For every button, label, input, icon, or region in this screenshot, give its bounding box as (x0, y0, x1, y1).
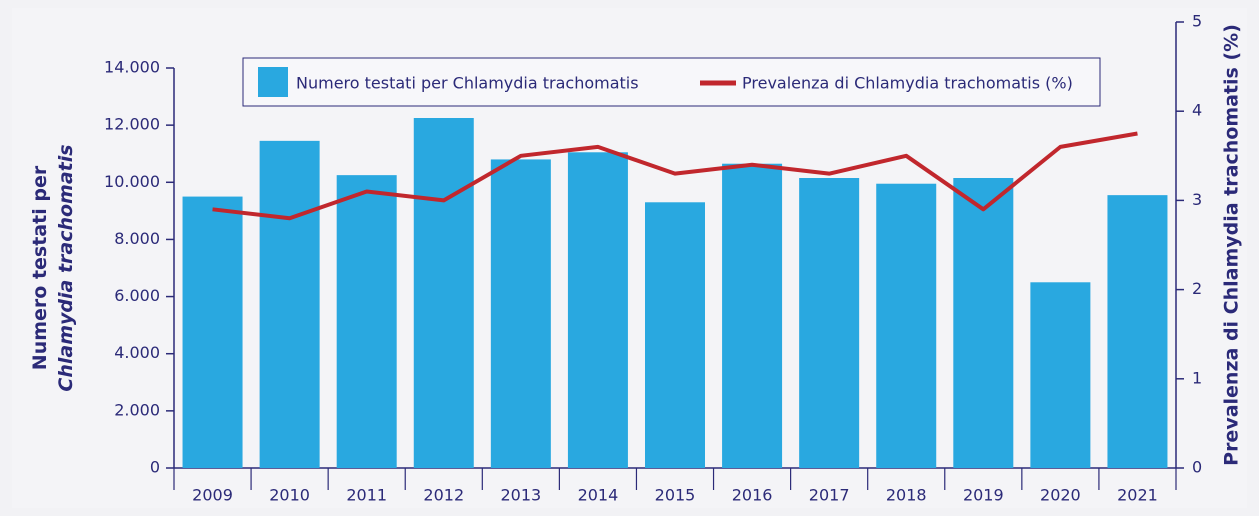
x-tick-label: 2016 (732, 486, 773, 505)
y-tick-label: 4.000 (114, 343, 160, 362)
y2-tick-label: 4 (1192, 101, 1202, 120)
legend: Numero testati per Chlamydia trachomatis… (242, 57, 1101, 107)
legend-label: Numero testati per Chlamydia trachomatis (296, 74, 639, 93)
bar (953, 178, 1014, 468)
x-tick-label: 2010 (269, 486, 310, 505)
x-tick-label: 2018 (886, 486, 927, 505)
y-axis-title-line: Chlamydia trachomatis (55, 144, 77, 391)
x-tick-label: 2019 (963, 486, 1004, 505)
y-axis-title: Numero testati per Chlamydia trachomatis (29, 144, 77, 391)
x-tick-label: 2011 (346, 486, 387, 505)
x-tick-label: 2020 (1040, 486, 1081, 505)
y-axis-title-line: Numero testati per (29, 165, 51, 370)
bar (876, 183, 937, 468)
y-tick-label: 8.000 (114, 229, 160, 248)
legend-swatch (258, 67, 288, 97)
x-tick-label: 2009 (192, 486, 233, 505)
legend-box (242, 57, 1101, 107)
bar (1030, 282, 1091, 468)
bar (336, 175, 397, 468)
legend-label: Prevalenza di Chlamydia trachomatis (%) (742, 74, 1073, 93)
line (212, 131, 1138, 221)
bar (413, 118, 474, 468)
y-tick-label: 12.000 (104, 115, 160, 134)
y-tick-label: 2.000 (114, 400, 160, 419)
bar (567, 152, 628, 469)
x-tick-label: 2013 (500, 486, 541, 505)
y-tick-label: 0 (150, 458, 160, 477)
y2-tick-label: 0 (1192, 458, 1202, 477)
bar (1107, 195, 1168, 468)
y2-tick-label: 3 (1192, 190, 1202, 209)
x-tick-label: 2014 (578, 486, 619, 505)
x-tick-label: 2012 (423, 486, 464, 505)
x-tick-label: 2021 (1117, 486, 1158, 505)
x-tick-label: 2015 (655, 486, 696, 505)
bar (490, 159, 551, 468)
x-tick-label: 2017 (809, 486, 850, 505)
y2-tick-label: 1 (1192, 368, 1202, 387)
bar (722, 163, 783, 468)
bar (645, 202, 705, 469)
bar (799, 178, 860, 468)
y-tick-label: 10.000 (104, 172, 160, 191)
y2-tick-label: 5 (1192, 12, 1202, 31)
y-tick-label: 14.000 (104, 58, 160, 77)
y2-tick-label: 2 (1192, 279, 1202, 298)
y2-axis-title: Prevalenza di Chlamydia trachomatis (%) (1221, 24, 1243, 466)
y-tick-label: 6.000 (114, 286, 160, 305)
bar (182, 196, 243, 469)
bar (259, 140, 320, 468)
